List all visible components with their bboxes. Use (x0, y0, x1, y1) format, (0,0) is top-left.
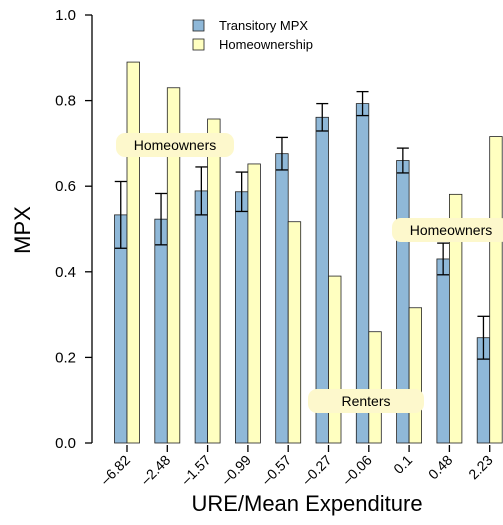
bar-transitory-mpx (154, 218, 168, 444)
x-tick-label: –0.99 (218, 452, 254, 488)
bar-homeownership (489, 136, 503, 444)
y-axis: 0.0 0.2 0.4 0.6 0.8 1.0 (55, 7, 93, 452)
x-tick-label: –2.48 (137, 452, 173, 488)
legend-swatch (192, 38, 205, 51)
y-tick-label: 0.0 (55, 435, 76, 452)
bar-transitory-mpx (275, 153, 289, 444)
x-axis: –6.82 –2.48 –1.57 –0.99 –0.57 –0.27 –0.06 0.1 0.… (97, 445, 496, 488)
y-tick-label: 0.4 (55, 264, 76, 281)
x-tick-label: –0.57 (258, 452, 294, 488)
x-tick-label: 2.23 (465, 452, 496, 483)
legend-swatch (192, 19, 205, 32)
x-tick-label: –0.06 (339, 452, 375, 488)
y-tick-label: 0.6 (55, 178, 76, 195)
bar-homeownership (408, 307, 423, 444)
bar-homeownership (448, 193, 463, 444)
annotations: Homeowners Homeowners Renters (116, 133, 503, 413)
y-tick-label: 0.2 (55, 349, 76, 366)
bar-homeownership (166, 87, 181, 444)
annotation-box (308, 389, 424, 413)
bar-homeownership (126, 61, 140, 444)
bar-homeownership (328, 275, 342, 444)
x-tick-label: –0.27 (299, 452, 335, 488)
bar-transitory-mpx (436, 258, 450, 444)
x-tick-label: –6.82 (97, 452, 133, 488)
y-axis-title: MPX (10, 206, 35, 254)
legend-label: Homeownership (219, 37, 313, 52)
annotation-label: Renters (341, 393, 390, 409)
x-tick-label: –1.57 (178, 452, 214, 488)
legend-label: Transitory MPX (219, 18, 308, 33)
y-tick-label: 1.0 (55, 7, 76, 24)
annotation-callout: Homeowners (392, 218, 503, 242)
x-tick-label: 0.1 (390, 452, 415, 477)
bar-transitory-mpx (234, 191, 249, 444)
x-tick-label: 0.48 (425, 452, 456, 483)
y-tick-label: 0.8 (55, 93, 76, 110)
annotation-box (116, 133, 234, 157)
annotation-label: Homeowners (410, 222, 492, 238)
bar-transitory-mpx (114, 214, 128, 444)
bar-homeownership (368, 331, 382, 444)
annotation-callout: Renters (308, 389, 424, 413)
annotation-box (392, 218, 503, 242)
annotation-label: Homeowners (134, 137, 216, 153)
x-axis-title: URE/Mean Expenditure (191, 491, 422, 516)
bar-homeownership (247, 163, 261, 444)
legend: Transitory MPX Homeownership (192, 18, 313, 52)
bar-homeownership (287, 221, 302, 444)
bar-transitory-mpx (194, 190, 209, 444)
annotation-callout: Homeowners (116, 133, 234, 157)
bars (114, 61, 503, 444)
bar-homeownership (207, 118, 221, 444)
